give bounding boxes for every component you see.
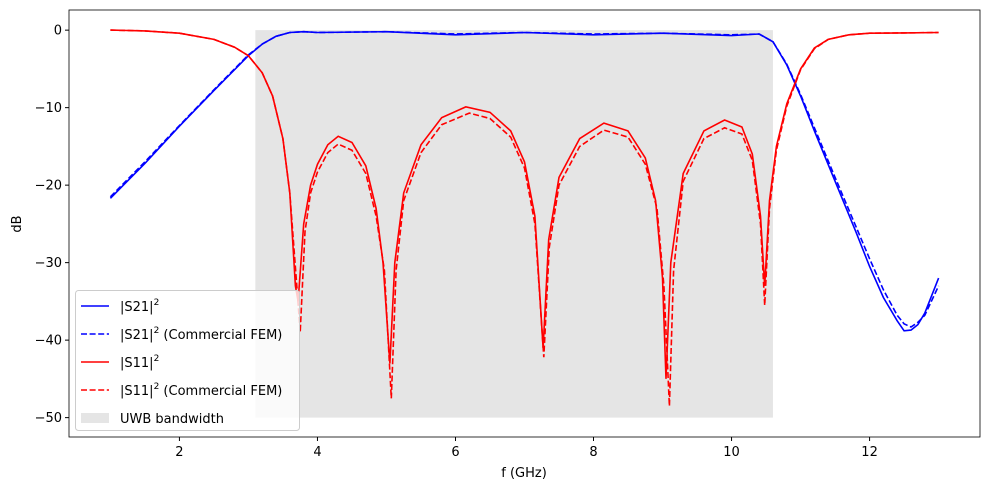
series-line-3 — [110, 29, 939, 407]
legend-entry: |S11|2 — [120, 354, 159, 371]
x-tick-label: 8 — [589, 445, 597, 460]
x-tick-label: 6 — [451, 445, 459, 460]
legend-frame — [75, 290, 300, 431]
legend: |S21|2 |S21|2 (Commercial FEM) |S11|2 |S11|… — [75, 290, 300, 431]
series-lines — [109, 29, 940, 407]
y-tick-label: −50 — [35, 411, 62, 426]
legend-entry: |S11|2 (Commercial FEM) — [120, 382, 282, 399]
legend-swatch — [81, 413, 109, 423]
uwb-band — [255, 30, 773, 418]
y-tick-label: −10 — [35, 101, 62, 116]
y-axis-label: dB — [10, 215, 25, 232]
x-tick-label: 2 — [175, 445, 183, 460]
y-tick-label: −30 — [35, 256, 62, 271]
x-tick-label: 4 — [313, 445, 321, 460]
legend-entry: |S21|2 — [120, 298, 159, 315]
series-line-1 — [109, 30, 940, 328]
x-tick-label: 10 — [723, 445, 740, 460]
legend-entry: |S21|2 (Commercial FEM) — [120, 326, 282, 343]
legend-entry: UWB bandwidth — [120, 412, 224, 427]
x-axis-label: f (GHz) — [501, 466, 547, 481]
y-tick-label: 0 — [54, 24, 62, 39]
y-tick-label: −40 — [35, 334, 62, 349]
x-tick-label: 12 — [861, 445, 878, 460]
y-axis: 0 −10 −20 −30 −40 −50 — [35, 24, 69, 426]
x-axis: 2 4 6 8 10 12 — [175, 437, 878, 460]
y-tick-label: −20 — [35, 179, 62, 194]
plot-frame — [68, 9, 981, 438]
